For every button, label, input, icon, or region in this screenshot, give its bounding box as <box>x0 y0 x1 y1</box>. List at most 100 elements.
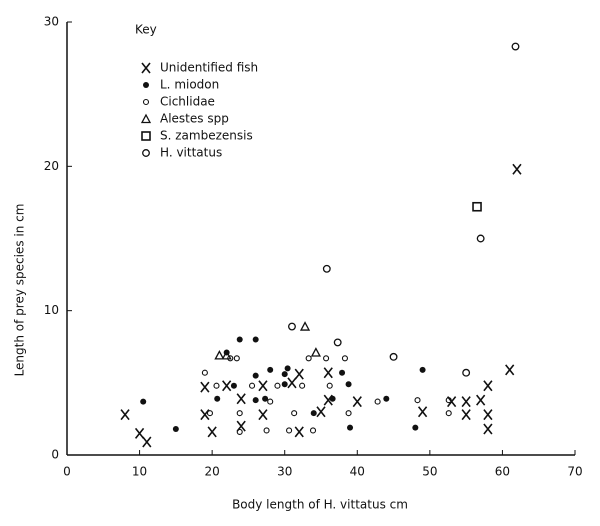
legend-label: S. zambezensis <box>160 129 253 143</box>
legend-label: L. miodon <box>160 78 219 92</box>
point <box>258 380 268 392</box>
point <box>345 410 352 417</box>
point <box>347 424 354 431</box>
point <box>252 336 259 343</box>
point <box>287 377 297 389</box>
point <box>142 436 152 448</box>
point <box>267 366 274 373</box>
point <box>258 409 268 421</box>
point <box>333 338 342 347</box>
point <box>352 396 362 408</box>
point <box>252 397 259 404</box>
point <box>329 395 336 402</box>
point <box>461 396 471 408</box>
point <box>483 380 493 392</box>
point <box>281 371 288 378</box>
point <box>476 234 485 243</box>
legend-label: Alestes spp <box>160 112 229 126</box>
legend-marker <box>142 98 150 106</box>
point <box>476 394 486 406</box>
x-tick-label: 50 <box>422 465 437 479</box>
point <box>299 321 311 331</box>
x-tick-label: 10 <box>132 465 147 479</box>
point <box>374 398 381 405</box>
y-axis-label: Length of prey species in cm <box>13 204 27 377</box>
point <box>310 410 317 417</box>
point <box>281 381 288 388</box>
point <box>274 382 281 389</box>
point <box>288 322 296 331</box>
y-tick-label: 0 <box>51 448 59 462</box>
point <box>263 427 270 434</box>
point <box>414 397 421 404</box>
legend-label: Cichlidae <box>160 95 215 109</box>
x-tick-label: 20 <box>205 465 220 479</box>
point <box>201 369 208 376</box>
legend-marker <box>141 131 151 141</box>
point <box>206 410 214 417</box>
point <box>262 395 269 402</box>
point <box>236 336 243 343</box>
point <box>207 426 217 438</box>
x-tick-label: 60 <box>495 465 510 479</box>
point <box>267 398 274 405</box>
legend-marker <box>141 62 151 74</box>
y-tick-label: 10 <box>44 303 59 317</box>
point <box>447 396 457 408</box>
legend-marker <box>143 82 149 88</box>
point <box>412 424 419 431</box>
point <box>462 368 471 377</box>
point <box>483 423 493 435</box>
point <box>249 382 256 389</box>
point <box>419 366 426 373</box>
point <box>389 352 398 361</box>
point <box>310 347 322 357</box>
point <box>299 382 306 389</box>
point <box>172 426 179 433</box>
x-tick-label: 0 <box>63 465 71 479</box>
point <box>284 365 291 372</box>
legend-label: H. vittatus <box>160 146 222 160</box>
point <box>316 406 326 418</box>
point <box>140 398 147 405</box>
point <box>472 201 482 212</box>
point <box>213 382 220 389</box>
point <box>214 395 221 402</box>
legend-marker <box>142 149 150 157</box>
point <box>345 381 352 388</box>
point <box>505 364 515 376</box>
point <box>286 427 293 434</box>
point <box>236 393 246 405</box>
x-axis-label: Body length of H. vittatus cm <box>232 498 408 512</box>
point <box>341 355 348 362</box>
point <box>326 382 333 389</box>
point <box>322 264 331 273</box>
point <box>120 409 130 421</box>
point <box>252 372 259 379</box>
legend-label: Unidentified fish <box>160 61 258 75</box>
y-tick-label: 20 <box>44 159 59 173</box>
point <box>294 426 304 438</box>
point <box>236 410 243 417</box>
point <box>309 427 317 434</box>
point <box>512 163 522 175</box>
point <box>383 395 390 402</box>
point <box>236 428 243 435</box>
legend-title: Key <box>135 23 157 37</box>
point <box>230 382 237 389</box>
point <box>200 381 210 393</box>
point <box>222 380 232 392</box>
point <box>461 409 471 421</box>
point <box>339 369 346 376</box>
point <box>214 350 225 360</box>
x-tick-label: 30 <box>277 465 292 479</box>
point <box>294 368 304 380</box>
point <box>483 409 493 421</box>
point <box>221 350 232 360</box>
x-tick-label: 70 <box>567 465 582 479</box>
point <box>445 397 452 404</box>
point <box>417 406 428 418</box>
point <box>134 427 145 439</box>
x-tick-label: 40 <box>350 465 365 479</box>
